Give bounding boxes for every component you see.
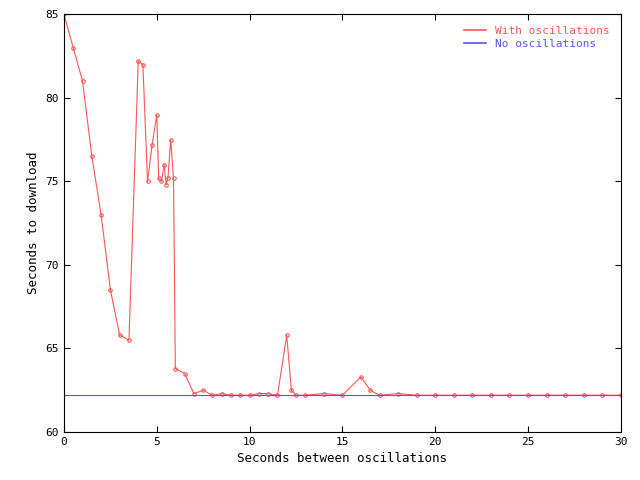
X-axis label: Seconds between oscillations: Seconds between oscillations: [237, 453, 447, 466]
Legend: With oscillations, No oscillations: With oscillations, No oscillations: [458, 20, 615, 54]
Y-axis label: Seconds to download: Seconds to download: [27, 152, 40, 294]
